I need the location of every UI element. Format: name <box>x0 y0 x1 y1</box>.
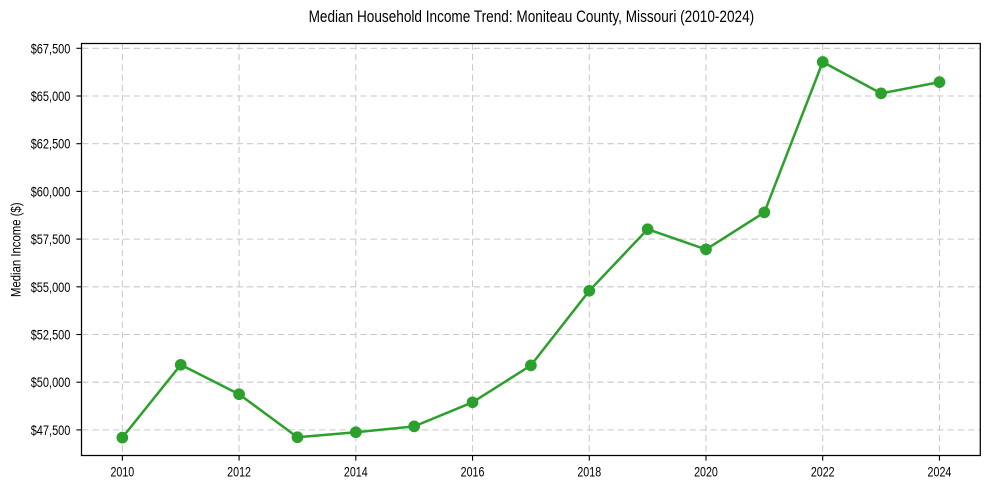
svg-text:2014: 2014 <box>344 464 368 480</box>
svg-text:$57,500: $57,500 <box>31 231 71 247</box>
svg-text:$65,000: $65,000 <box>31 88 71 104</box>
svg-text:2018: 2018 <box>577 464 601 480</box>
svg-text:2016: 2016 <box>461 464 485 480</box>
svg-text:2022: 2022 <box>811 464 835 480</box>
svg-text:2024: 2024 <box>928 464 952 480</box>
svg-text:$50,000: $50,000 <box>31 374 71 390</box>
svg-text:$60,000: $60,000 <box>31 183 71 199</box>
svg-text:$67,500: $67,500 <box>31 40 71 56</box>
svg-text:2010: 2010 <box>110 464 134 480</box>
svg-text:Median Income ($): Median Income ($) <box>8 203 24 298</box>
svg-text:$52,500: $52,500 <box>31 327 71 343</box>
svg-text:2020: 2020 <box>694 464 718 480</box>
svg-text:$47,500: $47,500 <box>31 422 71 438</box>
svg-text:Median Household Income Trend:: Median Household Income Trend: Moniteau … <box>309 7 755 26</box>
svg-text:$62,500: $62,500 <box>31 136 71 152</box>
svg-text:$55,000: $55,000 <box>31 279 71 295</box>
svg-text:2012: 2012 <box>227 464 251 480</box>
